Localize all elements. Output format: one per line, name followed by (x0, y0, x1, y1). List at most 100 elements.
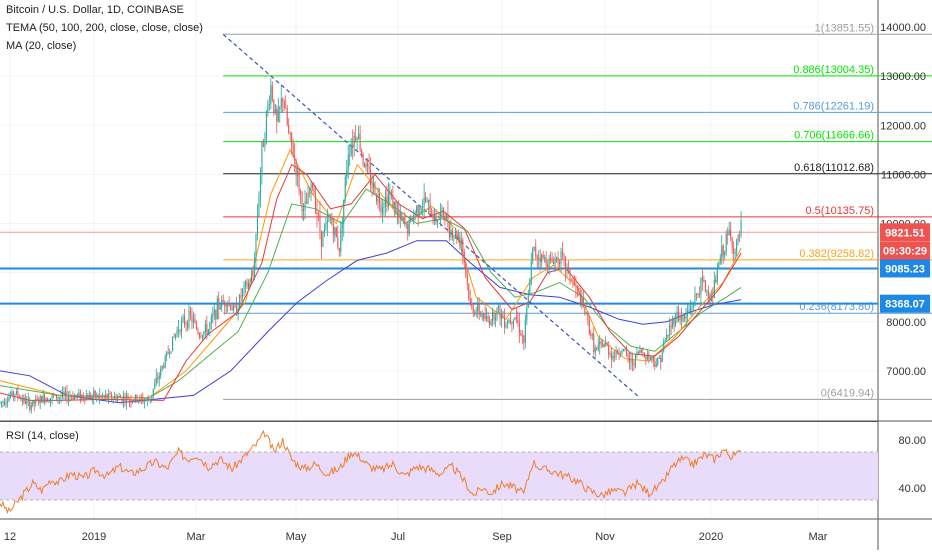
candle-body[interactable] (181, 321, 183, 333)
candle-body[interactable] (539, 257, 541, 263)
candle-body[interactable] (282, 98, 284, 102)
candle-body[interactable] (624, 348, 626, 350)
candle-body[interactable] (169, 352, 171, 354)
candle-body[interactable] (172, 336, 174, 352)
candle-body[interactable] (404, 217, 406, 225)
candle-body[interactable] (24, 397, 26, 404)
candle-body[interactable] (111, 394, 113, 400)
candle-body[interactable] (423, 197, 425, 207)
candle-body[interactable] (75, 395, 77, 397)
candle-body[interactable] (17, 391, 19, 397)
candle-body[interactable] (417, 206, 419, 216)
candle-body[interactable] (557, 256, 559, 263)
candle-body[interactable] (295, 159, 297, 176)
candle-body[interactable] (32, 400, 34, 406)
candle-body[interactable] (465, 262, 467, 275)
candle-body[interactable] (322, 232, 324, 248)
candle-body[interactable] (300, 190, 302, 194)
candle-body[interactable] (636, 352, 638, 355)
candle-body[interactable] (474, 313, 476, 315)
candle-body[interactable] (389, 191, 391, 195)
candle-body[interactable] (279, 106, 281, 110)
candle-body[interactable] (198, 333, 200, 337)
candle-body[interactable] (731, 237, 733, 249)
candle-body[interactable] (143, 400, 145, 403)
candle-body[interactable] (0, 402, 1, 404)
candle-body[interactable] (219, 306, 221, 310)
candle-body[interactable] (233, 305, 235, 311)
candle-body[interactable] (189, 310, 192, 315)
candle-body[interactable] (710, 295, 712, 302)
candle-body[interactable] (399, 213, 401, 218)
candle-body[interactable] (294, 156, 296, 160)
candle-body[interactable] (191, 314, 193, 323)
candle-body[interactable] (451, 229, 453, 238)
candle-body[interactable] (285, 107, 287, 109)
candle-body[interactable] (41, 396, 43, 403)
candle-body[interactable] (736, 240, 738, 253)
candle-body[interactable] (11, 391, 13, 396)
candle-body[interactable] (304, 201, 306, 209)
candle-body[interactable] (524, 320, 526, 343)
candle-body[interactable] (737, 235, 739, 241)
candle-body[interactable] (182, 316, 184, 322)
candle-body[interactable] (230, 303, 232, 310)
candle-body[interactable] (672, 318, 674, 328)
candle-body[interactable] (353, 136, 355, 148)
candle-body[interactable] (584, 306, 586, 315)
candle-body[interactable] (48, 401, 50, 403)
candle-body[interactable] (487, 316, 489, 322)
candle-body[interactable] (61, 392, 64, 397)
candle-body[interactable] (45, 398, 47, 403)
candle-body[interactable] (381, 207, 383, 213)
candle-body[interactable] (280, 98, 282, 107)
candle-body[interactable] (39, 396, 41, 403)
candle-body[interactable] (355, 136, 357, 140)
candle-body[interactable] (94, 390, 96, 398)
candle-body[interactable] (237, 308, 239, 316)
candle-body[interactable] (673, 318, 675, 325)
candle-body[interactable] (85, 395, 87, 400)
candle-body[interactable] (692, 305, 694, 307)
candle-body[interactable] (727, 233, 729, 236)
candle-body[interactable] (422, 206, 424, 209)
candle-body[interactable] (242, 289, 244, 298)
candle-body[interactable] (200, 336, 202, 338)
candle-body[interactable] (163, 365, 165, 368)
candle-body[interactable] (541, 254, 543, 263)
candle-body[interactable] (445, 214, 447, 222)
candle-body[interactable] (561, 251, 564, 255)
candle-body[interactable] (3, 401, 5, 405)
candle-body[interactable] (550, 258, 552, 260)
candle-body[interactable] (682, 315, 684, 322)
candle-body[interactable] (225, 305, 227, 307)
candle-body[interactable] (670, 325, 672, 328)
candle-body[interactable] (444, 215, 446, 222)
candle-body[interactable] (370, 169, 372, 186)
candle-body[interactable] (538, 257, 540, 259)
candle-body[interactable] (122, 396, 125, 403)
candle-body[interactable] (261, 140, 263, 173)
candle-body[interactable] (428, 199, 430, 202)
candle-body[interactable] (637, 352, 639, 354)
candle-body[interactable] (323, 228, 325, 233)
candle-body[interactable] (542, 254, 544, 259)
candle-body[interactable] (661, 351, 663, 363)
candle-body[interactable] (459, 236, 461, 245)
candle-body[interactable] (256, 215, 258, 235)
candle-body[interactable] (621, 350, 623, 354)
candle-body[interactable] (573, 280, 575, 286)
candle-body[interactable] (343, 199, 345, 224)
candle-body[interactable] (466, 274, 468, 284)
candle-body[interactable] (265, 111, 267, 140)
candle-body[interactable] (523, 335, 525, 343)
candle-body[interactable] (564, 257, 567, 271)
candle-body[interactable] (387, 194, 389, 207)
candle-body[interactable] (664, 340, 666, 342)
candle-body[interactable] (154, 383, 156, 389)
candle-body[interactable] (267, 105, 269, 112)
candle-body[interactable] (247, 282, 250, 288)
candle-body[interactable] (188, 310, 190, 328)
candle-body[interactable] (518, 322, 520, 333)
candle-body[interactable] (57, 397, 59, 399)
